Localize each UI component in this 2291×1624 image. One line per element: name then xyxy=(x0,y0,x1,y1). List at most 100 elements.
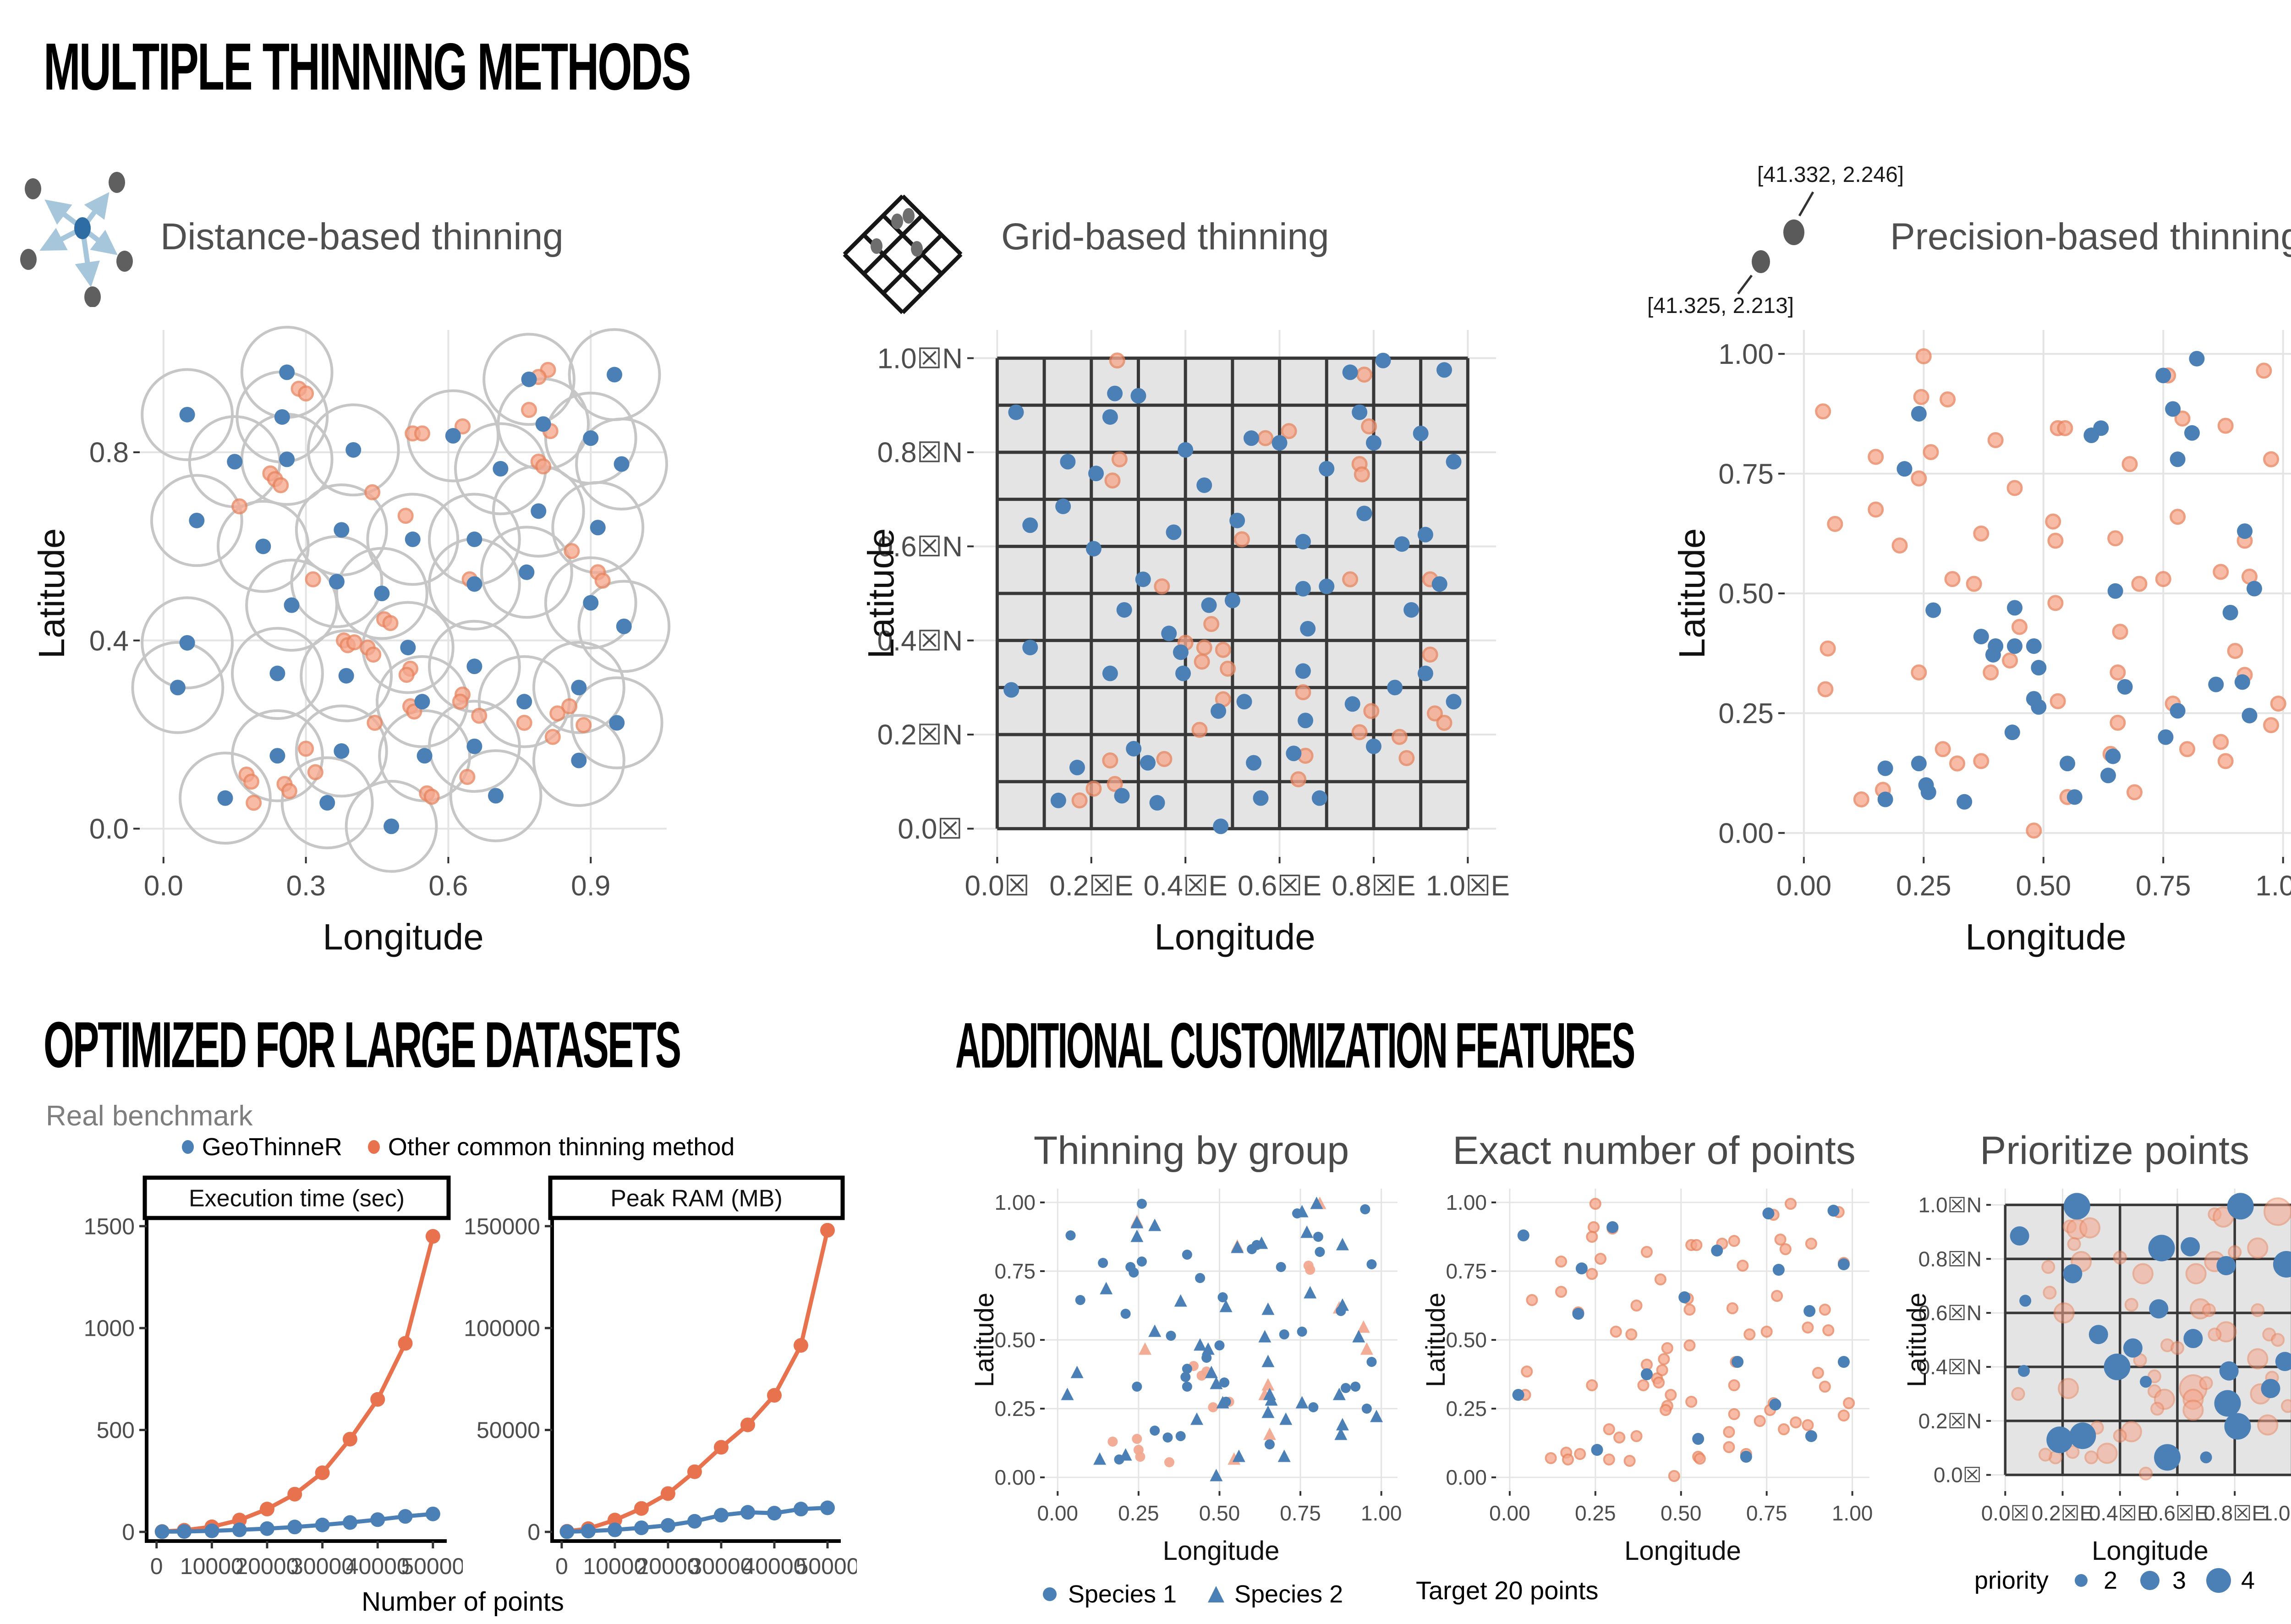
legend-label: 4 xyxy=(2241,1567,2255,1594)
series-blue xyxy=(154,1506,440,1539)
axis-ticks: 0.00 0.25 0.50 0.75 1.00 0.00 0.25 0.50 0.75 1.00 xyxy=(1718,339,2291,902)
panel-header xyxy=(548,1175,845,1220)
series-blue-circle xyxy=(1877,351,2262,810)
species-legend-item: Species 2 xyxy=(1206,1580,1343,1608)
grid-dots xyxy=(871,208,923,257)
y-axis-title: Latitude xyxy=(1423,1293,1451,1387)
benchmark-legend: GeoThinneR Other common thinning method xyxy=(69,1133,848,1161)
svg-text:0.8☒N: 0.8☒N xyxy=(1918,1247,1982,1271)
neighbor-dots xyxy=(20,172,133,307)
svg-text:0.8☒N: 0.8☒N xyxy=(877,437,963,469)
legend-label: Other common thinning method xyxy=(388,1133,735,1161)
precision-icon: [41.332, 2.246] [41.325, 2.213] xyxy=(1647,163,1904,318)
svg-text:0.4☒E: 0.4☒E xyxy=(1144,870,1228,902)
gridlines xyxy=(1785,330,2291,857)
gridlines xyxy=(1045,1189,1398,1491)
svg-text:1.00: 1.00 xyxy=(2255,870,2291,902)
svg-text:0.6☒E: 0.6☒E xyxy=(1238,870,1321,902)
svg-text:0.50: 0.50 xyxy=(1199,1501,1240,1525)
svg-text:0: 0 xyxy=(555,1553,568,1579)
svg-text:0.75: 0.75 xyxy=(2136,870,2191,902)
precision-bottom-coordinate: [41.325, 2.213] xyxy=(1647,294,1794,318)
svg-text:0.00: 0.00 xyxy=(1446,1465,1487,1489)
legend-label: 3 xyxy=(2172,1567,2187,1594)
svg-text:1.00: 1.00 xyxy=(1361,1501,1402,1525)
svg-text:0.0☒: 0.0☒ xyxy=(1934,1463,1982,1487)
group-canvas: 0.00 0.25 0.50 0.75 1.00 0.00 0.25 0.50 0.75 1.00… xyxy=(971,1189,1402,1566)
y-axis-title: Latitude xyxy=(971,1293,999,1387)
svg-text:0.4☒E: 0.4☒E xyxy=(2089,1501,2151,1525)
svg-text:0.25: 0.25 xyxy=(1118,1501,1159,1525)
y-axis-title: Latitude xyxy=(32,528,72,659)
svg-text:0.8☒E: 0.8☒E xyxy=(1332,870,1415,902)
svg-text:1000: 1000 xyxy=(84,1316,135,1341)
svg-text:100000: 100000 xyxy=(464,1316,540,1341)
svg-text:0.75: 0.75 xyxy=(1280,1501,1321,1525)
legend-label: GeoThinneR xyxy=(202,1133,342,1161)
gridlines xyxy=(140,330,667,857)
precision-canvas: 0.00 0.25 0.50 0.75 1.00 0.00 0.25 0.50 0.75 1.00… xyxy=(1672,330,2291,957)
series-blue-circle xyxy=(170,364,632,834)
svg-text:30000: 30000 xyxy=(290,1553,354,1579)
svg-text:0.4☒N: 0.4☒N xyxy=(1918,1355,1982,1379)
section-title-features: ADDITIONAL CUSTOMIZATION FEATURES xyxy=(955,1009,1635,1082)
center-dot xyxy=(74,217,91,239)
svg-text:0.0☒: 0.0☒ xyxy=(1981,1501,2029,1525)
method-label-distance: Distance-based thinning xyxy=(160,216,564,258)
series-salmonOut-circle xyxy=(1071,352,1452,809)
benchmark-legend-item: Other common thinning method xyxy=(367,1133,735,1161)
priority-legend: priority 2 3 4 xyxy=(1904,1566,2291,1595)
svg-text:1.00: 1.00 xyxy=(994,1191,1036,1214)
svg-text:30000: 30000 xyxy=(689,1553,753,1579)
thinning-by-group-plot: 0.00 0.25 0.50 0.75 1.00 0.00 0.25 0.50 0.75 1.00… xyxy=(971,1179,1411,1577)
panel-header xyxy=(143,1175,451,1220)
svg-text:0.2☒E: 0.2☒E xyxy=(2032,1501,2094,1525)
series-salmonOut-circle xyxy=(1815,348,2286,839)
series-orange xyxy=(154,1229,440,1539)
priority-dot-icon xyxy=(2140,1571,2159,1590)
priority-dot-icon xyxy=(2074,1574,2088,1587)
benchmark-subtitle: Real benchmark xyxy=(46,1100,253,1132)
x-axis-title: Longitude xyxy=(1965,916,2126,957)
x-axis-title: Longitude xyxy=(1624,1536,1741,1566)
axis-ticks: 0.00 0.25 0.50 0.75 1.00 0.00 0.25 0.50 0.75 1.00 xyxy=(1446,1191,1873,1525)
priority-legend-item: 3 xyxy=(2136,1566,2186,1595)
svg-text:0.25: 0.25 xyxy=(994,1397,1036,1421)
svg-text:20000: 20000 xyxy=(235,1553,299,1579)
series-orange xyxy=(559,1223,835,1539)
grid-icon xyxy=(843,195,963,314)
y-axis-title: Latitude xyxy=(861,528,901,659)
svg-text:0.3: 0.3 xyxy=(286,870,326,902)
svg-text:0.50: 0.50 xyxy=(1661,1501,1702,1525)
x-axis-title: Longitude xyxy=(2092,1536,2209,1566)
svg-text:150000: 150000 xyxy=(464,1213,540,1239)
svg-text:0.6: 0.6 xyxy=(428,870,468,902)
svg-text:10000: 10000 xyxy=(583,1553,647,1579)
svg-text:0.0☒: 0.0☒ xyxy=(965,870,1030,902)
legend-label: Species 1 xyxy=(1068,1580,1177,1608)
precision-plot: 0.00 0.25 0.50 0.75 1.00 0.00 0.25 0.50 0.75 1.00… xyxy=(1672,312,2291,967)
benchmark-legend-item: GeoThinneR xyxy=(181,1133,342,1161)
precision-top-coordinate: [41.332, 2.246] xyxy=(1757,163,1904,187)
svg-text:0.6☒E: 0.6☒E xyxy=(2146,1501,2209,1525)
svg-text:0.00: 0.00 xyxy=(1489,1501,1530,1525)
exact-number-plot: 0.00 0.25 0.50 0.75 1.00 0.00 0.25 0.50 0.75 1.00… xyxy=(1423,1179,1885,1577)
svg-text:0.9: 0.9 xyxy=(571,870,610,902)
svg-text:0.00: 0.00 xyxy=(1037,1501,1078,1525)
svg-text:50000: 50000 xyxy=(477,1417,540,1443)
svg-text:0.8: 0.8 xyxy=(89,437,129,469)
distance-plot: 0.0 0.3 0.6 0.9 0.0 0.4 0.8 Longitude Latitude xyxy=(32,312,687,967)
precision-dot-top xyxy=(1783,219,1804,245)
exact-canvas: 0.00 0.25 0.50 0.75 1.00 0.00 0.25 0.50 0.75 1.00… xyxy=(1423,1189,1873,1566)
peak-ram-chart: Peak RAM (MB) 0 50000 100000 150000 0 10000 200… xyxy=(463,1172,857,1603)
precision-dot-bottom xyxy=(1752,250,1770,273)
svg-text:0.2☒E: 0.2☒E xyxy=(1049,870,1133,902)
grid-canvas: 0.0☒ 0.2☒E 0.4☒E 0.6☒E 0.8☒E 1.0☒E 0.0☒ 0.2☒N 0.… xyxy=(861,330,1510,957)
species-legend: Species 1 Species 2 xyxy=(971,1580,1411,1608)
priority-legend-item: 4 xyxy=(2204,1566,2255,1595)
distance-icon xyxy=(20,172,133,307)
section-title-methods: MULTIPLE THINNING METHODS xyxy=(44,29,691,104)
x-axis-title: Longitude xyxy=(1154,916,1315,957)
